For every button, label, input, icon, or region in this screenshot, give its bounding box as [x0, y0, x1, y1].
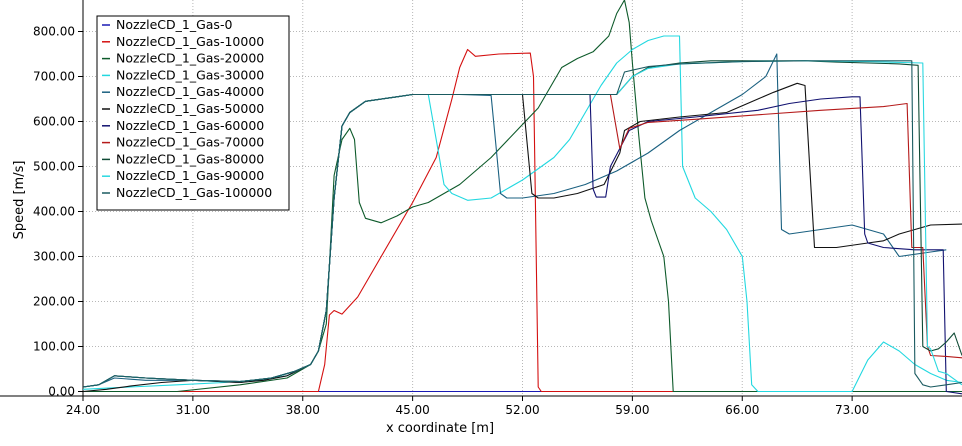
y-tick-label: 500.00	[33, 160, 75, 174]
legend-entry-2: NozzleCD_1_Gas-20000	[116, 51, 264, 66]
legend: NozzleCD_1_Gas-0 NozzleCD_1_Gas-10000 Nozz…	[96, 15, 290, 211]
x-tick-label: 31.00	[176, 403, 210, 417]
legend-entry-4: NozzleCD_1_Gas-40000	[116, 84, 264, 99]
series-lines	[83, 0, 962, 395]
series-line-2	[83, 0, 962, 393]
legend-entry-3: NozzleCD_1_Gas-30000	[116, 67, 264, 82]
y-tick-label: 0.00	[48, 385, 75, 399]
y-axis-label: Speed [m/s]	[12, 161, 27, 240]
tick-labels: 0.00 100.00 200.00 300.00 400.00 500.00 600.00…	[33, 25, 869, 418]
legend-entry-0: NozzleCD_1_Gas-0	[116, 17, 232, 32]
y-tick-label: 300.00	[33, 250, 75, 264]
x-tick-label: 66.00	[725, 403, 759, 417]
series-line-1	[83, 48, 962, 393]
series-line-5	[83, 82, 962, 393]
legend-entry-8: NozzleCD_1_Gas-80000	[116, 151, 264, 166]
legend-entry-7: NozzleCD_1_Gas-70000	[116, 135, 264, 150]
legend-entry-10: NozzleCD_1_Gas-100000	[116, 185, 272, 200]
legend-items: NozzleCD_1_Gas-0 NozzleCD_1_Gas-10000 Nozz…	[102, 17, 272, 200]
legend-entry-5: NozzleCD_1_Gas-50000	[116, 101, 264, 116]
series-line-10	[83, 60, 962, 388]
y-tick-label: 800.00	[33, 25, 75, 39]
y-tick-label: 100.00	[33, 340, 75, 354]
x-tick-label: 52.00	[505, 403, 539, 417]
axes	[0, 0, 962, 401]
x-tick-label: 73.00	[835, 403, 869, 417]
y-tick-label: 400.00	[33, 205, 75, 219]
legend-entry-9: NozzleCD_1_Gas-90000	[116, 168, 264, 183]
x-tick-label: 38.00	[286, 403, 320, 417]
legend-entry-6: NozzleCD_1_Gas-60000	[116, 118, 264, 133]
legend-entry-1: NozzleCD_1_Gas-10000	[116, 34, 264, 49]
x-tick-label: 45.00	[395, 403, 429, 417]
x-tick-label: 59.00	[615, 403, 649, 417]
legend-box	[96, 15, 290, 211]
y-tick-label: 700.00	[33, 70, 75, 84]
y-tick-label: 200.00	[33, 295, 75, 309]
grid-lines	[82, 0, 962, 396]
x-tick-label: 24.00	[66, 403, 100, 417]
x-axis-label: x coordinate [m]	[386, 421, 494, 436]
y-tick-label: 600.00	[33, 115, 75, 129]
